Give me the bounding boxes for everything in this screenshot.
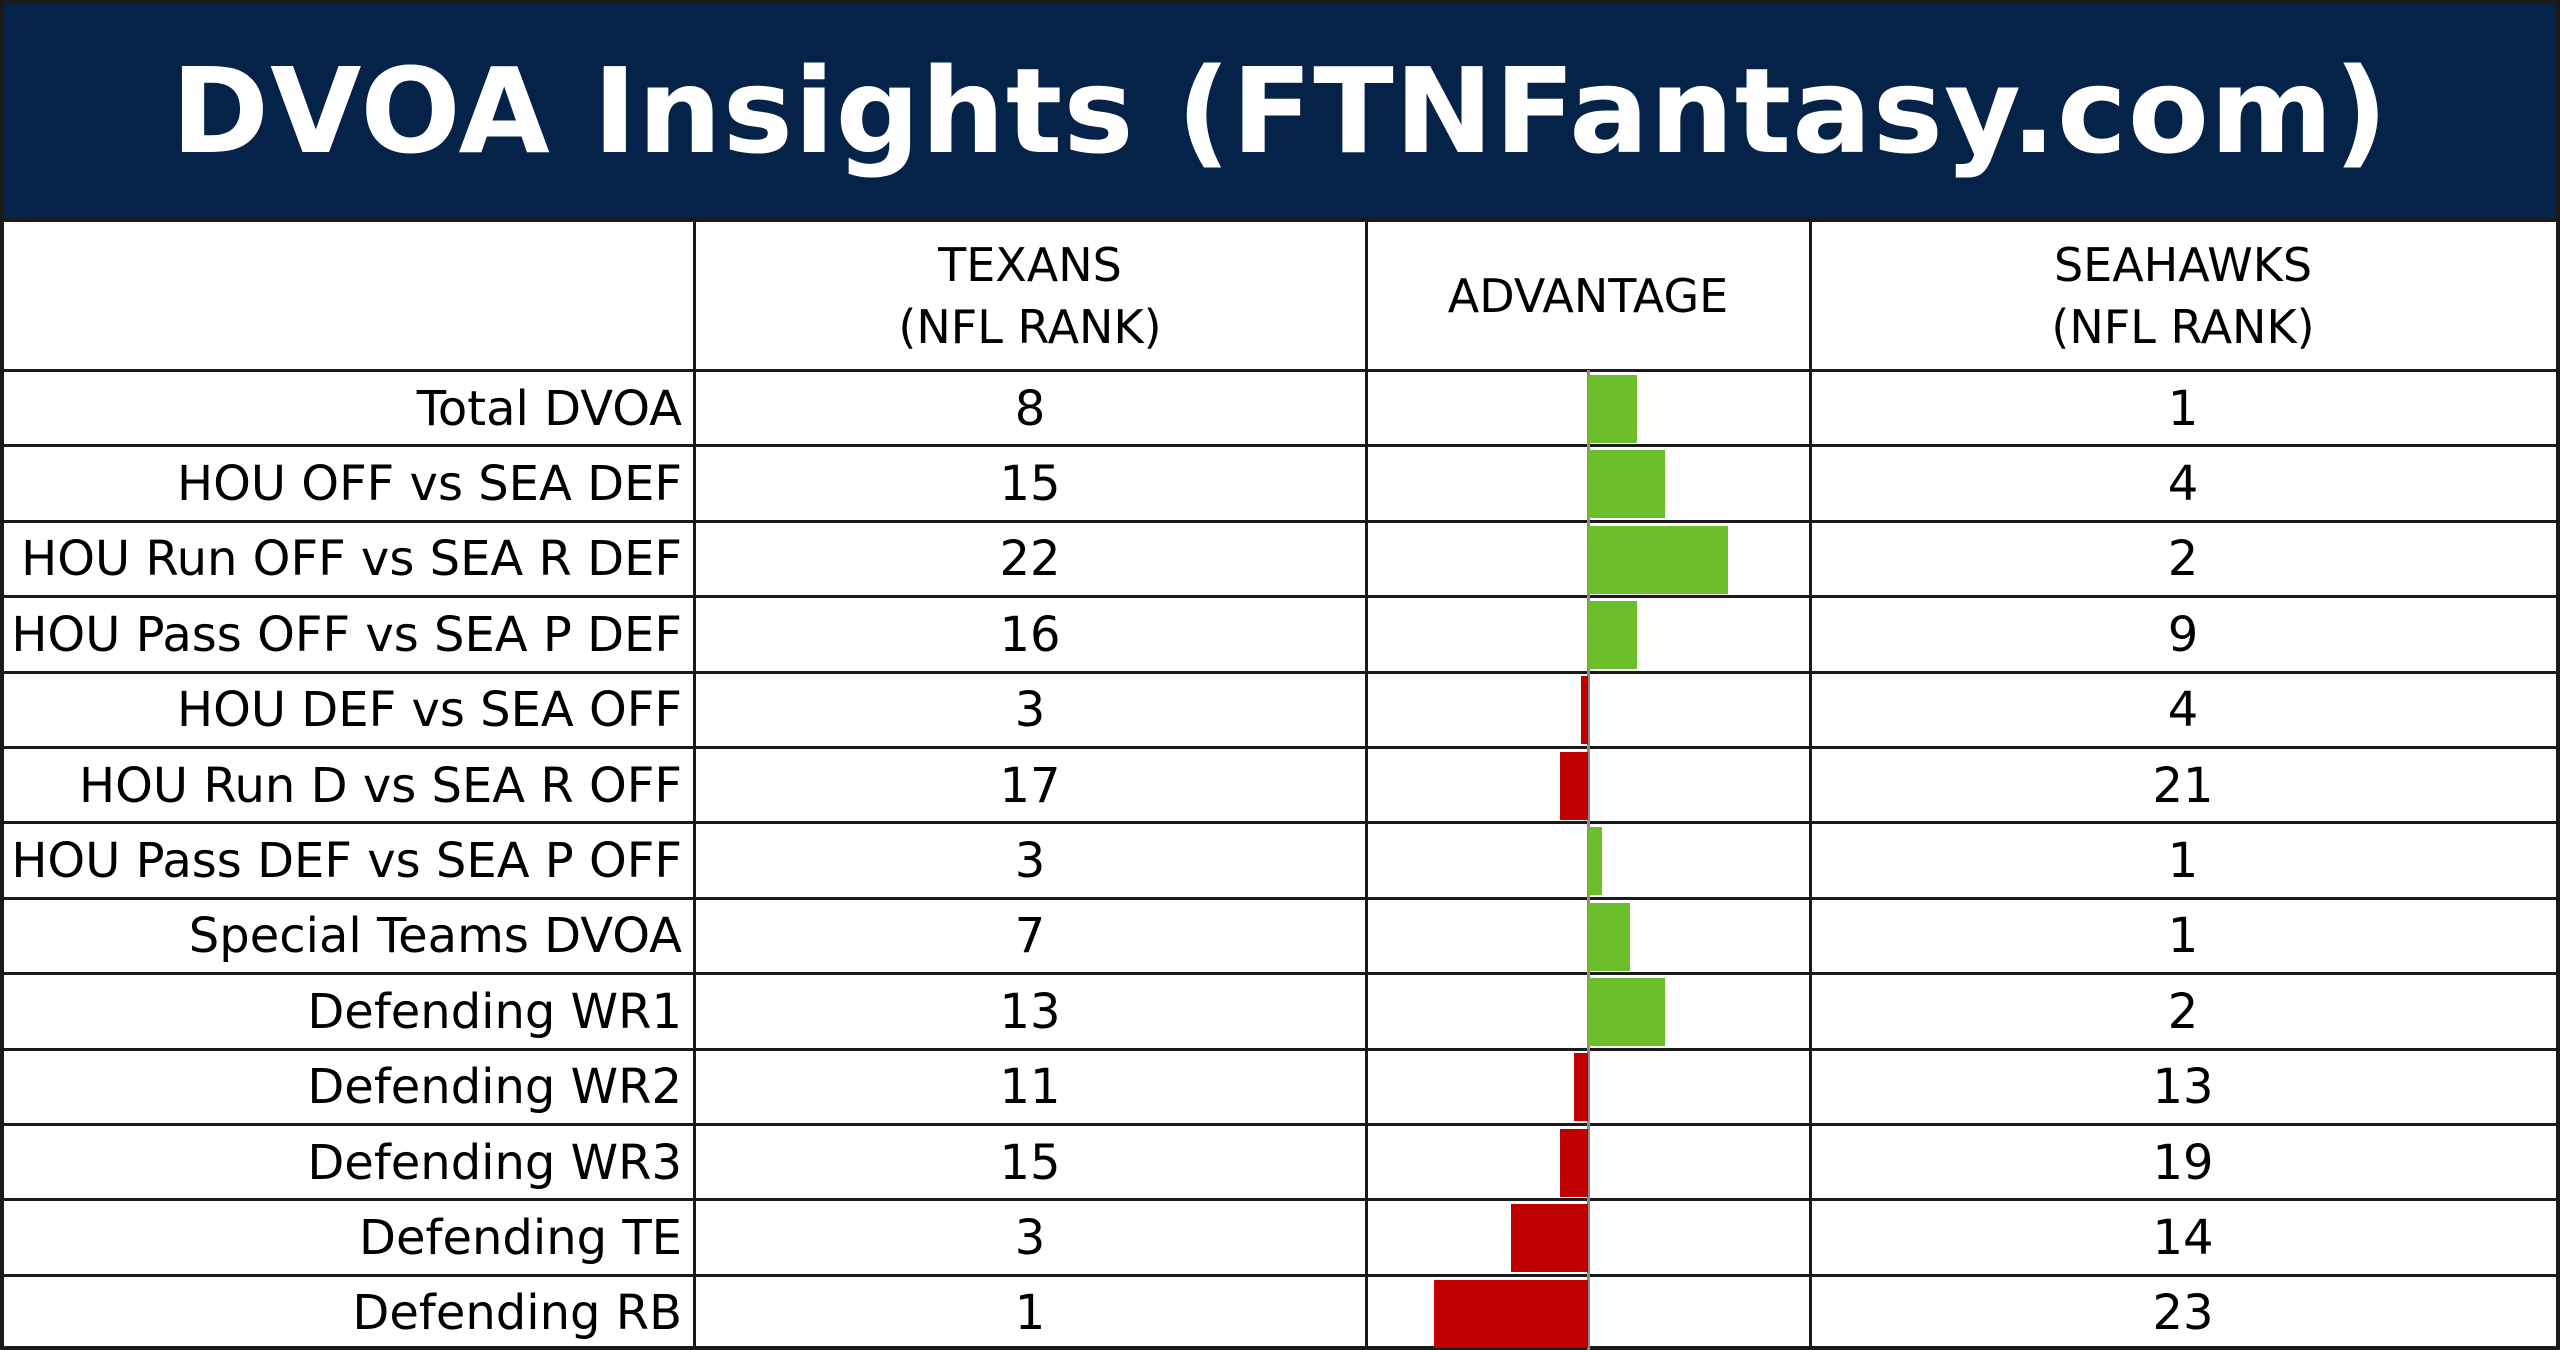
advantage-bar-positive — [1588, 600, 1637, 669]
texans-rank: 3 — [1014, 1210, 1046, 1267]
seahawks-rank: 21 — [2152, 757, 2214, 814]
texans-rank: 3 — [1014, 833, 1046, 890]
column-divider — [1365, 222, 1368, 1350]
page-title: DVOA Insights (FTNFantasy.com) — [171, 42, 2389, 180]
row-label: HOU Pass OFF vs SEA P DEF — [11, 606, 682, 663]
seahawks-rank: 23 — [2152, 1285, 2214, 1342]
seahawks-header-line2: (NFL RANK) — [2051, 300, 2315, 354]
advantage-header-text: ADVANTAGE — [1447, 269, 1729, 323]
row-divider — [4, 1047, 2556, 1051]
advantage-bar-positive — [1588, 977, 1665, 1046]
advantage-bar-negative — [1581, 676, 1588, 745]
texans-rank: 1 — [1014, 1285, 1046, 1342]
texans-header-line1: TEXANS — [938, 238, 1122, 292]
seahawks-rank: 1 — [2167, 908, 2199, 965]
texans-rank: 15 — [999, 456, 1061, 513]
texans-rank: 16 — [999, 606, 1061, 663]
advantage-bar-negative — [1511, 1204, 1588, 1273]
advantage-bar-negative — [1560, 1128, 1588, 1197]
advantage-bar-negative — [1574, 1053, 1588, 1122]
row-divider — [4, 595, 2556, 599]
row-divider — [4, 1123, 2556, 1126]
advantage-bar-positive — [1588, 902, 1630, 971]
advantage-bar-negative — [1434, 1279, 1588, 1348]
texans-rank: 15 — [999, 1134, 1061, 1191]
row-label: HOU OFF vs SEA DEF — [177, 456, 682, 513]
row-label: Defending WR3 — [307, 1134, 682, 1191]
advantage-bar-positive — [1588, 827, 1602, 896]
row-label: Defending RB — [352, 1285, 682, 1342]
row-divider — [4, 1198, 2556, 1202]
texans-rank: 8 — [1014, 380, 1046, 437]
row-divider — [4, 519, 2556, 523]
texans-rank: 13 — [999, 983, 1061, 1040]
row-label: Special Teams DVOA — [188, 908, 682, 965]
seahawks-rank: 1 — [2167, 380, 2199, 437]
texans-rank: 7 — [1014, 908, 1046, 965]
seahawks-rank: 13 — [2152, 1059, 2214, 1116]
seahawks-rank: 9 — [2167, 606, 2199, 663]
seahawks-rank: 2 — [2167, 983, 2199, 1040]
texans-rank: 3 — [1014, 682, 1046, 739]
column-divider — [693, 222, 696, 1350]
row-divider — [4, 369, 2556, 372]
row-label: Total DVOA — [416, 380, 682, 437]
row-label: HOU Run OFF vs SEA R DEF — [21, 531, 682, 588]
texans-rank: 11 — [999, 1059, 1061, 1116]
row-divider — [4, 1273, 2556, 1277]
texans-rank: 22 — [999, 531, 1061, 588]
advantage-bar-positive — [1588, 525, 1728, 594]
seahawks-rank: 1 — [2167, 833, 2199, 890]
column-divider — [1809, 222, 1812, 1350]
row-divider — [4, 746, 2556, 749]
texans-column-header: TEXANS (NFL RANK) — [694, 222, 1366, 370]
row-label: HOU Run D vs SEA R OFF — [79, 757, 682, 814]
seahawks-rank: 2 — [2167, 531, 2199, 588]
advantage-bar-positive — [1588, 450, 1665, 519]
row-label: HOU Pass DEF vs SEA P OFF — [11, 833, 682, 890]
row-divider — [4, 821, 2556, 825]
seahawks-rank: 4 — [2167, 456, 2199, 513]
row-label: HOU DEF vs SEA OFF — [177, 682, 682, 739]
advantage-column-header: ADVANTAGE — [1366, 222, 1810, 370]
row-label: Defending WR2 — [307, 1059, 682, 1116]
seahawks-rank: 4 — [2167, 682, 2199, 739]
seahawks-column-header: SEAHAWKS (NFL RANK) — [1810, 222, 2556, 370]
seahawks-rank: 19 — [2152, 1134, 2214, 1191]
row-divider — [4, 972, 2556, 976]
seahawks-header-line1: SEAHAWKS — [2053, 238, 2313, 292]
row-divider — [4, 444, 2556, 448]
row-divider — [4, 670, 2556, 674]
title-bar: DVOA Insights (FTNFantasy.com) — [4, 4, 2556, 222]
texans-header-line2: (NFL RANK) — [898, 300, 1162, 354]
row-divider — [4, 896, 2556, 900]
texans-rank: 17 — [999, 757, 1061, 814]
row-label: Defending TE — [359, 1210, 682, 1267]
seahawks-rank: 14 — [2152, 1210, 2214, 1267]
row-label: Defending WR1 — [307, 983, 682, 1040]
advantage-bar-negative — [1560, 751, 1588, 820]
advantage-bar-positive — [1588, 374, 1637, 443]
